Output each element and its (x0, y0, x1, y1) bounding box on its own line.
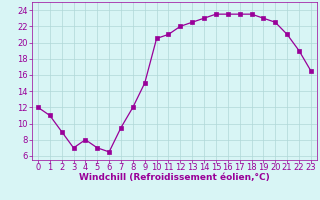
X-axis label: Windchill (Refroidissement éolien,°C): Windchill (Refroidissement éolien,°C) (79, 173, 270, 182)
